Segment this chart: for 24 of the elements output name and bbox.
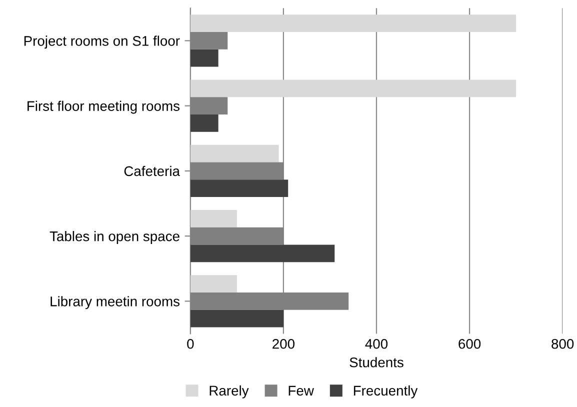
x-tick-label: 800 — [552, 338, 574, 349]
x-tick-label: 0 — [187, 338, 194, 349]
bar — [190, 80, 516, 98]
x-axis-title: Students — [350, 357, 404, 368]
bar — [190, 114, 218, 132]
legend-label: Frecuently — [354, 385, 418, 398]
y-tick-label: Tables in open space — [50, 231, 180, 244]
legend-label: Rarely — [210, 385, 249, 398]
y-tick-label: Project rooms on S1 floor — [24, 36, 180, 49]
y-tick-label: Cafeteria — [124, 166, 180, 176]
x-tick-label: 200 — [272, 338, 294, 349]
bar — [190, 49, 218, 67]
y-tick-label: Library meetin rooms — [50, 296, 180, 310]
bar — [190, 144, 279, 162]
legend-label: Few — [288, 386, 314, 396]
bar — [190, 180, 288, 197]
bar — [190, 310, 284, 328]
bar — [190, 14, 516, 32]
x-tick-label: 400 — [365, 338, 388, 349]
bar — [190, 275, 237, 292]
bar — [190, 244, 335, 262]
x-tick-label: 600 — [458, 338, 481, 349]
y-tick-label: First floor meeting rooms — [28, 100, 180, 114]
bar — [190, 210, 237, 228]
